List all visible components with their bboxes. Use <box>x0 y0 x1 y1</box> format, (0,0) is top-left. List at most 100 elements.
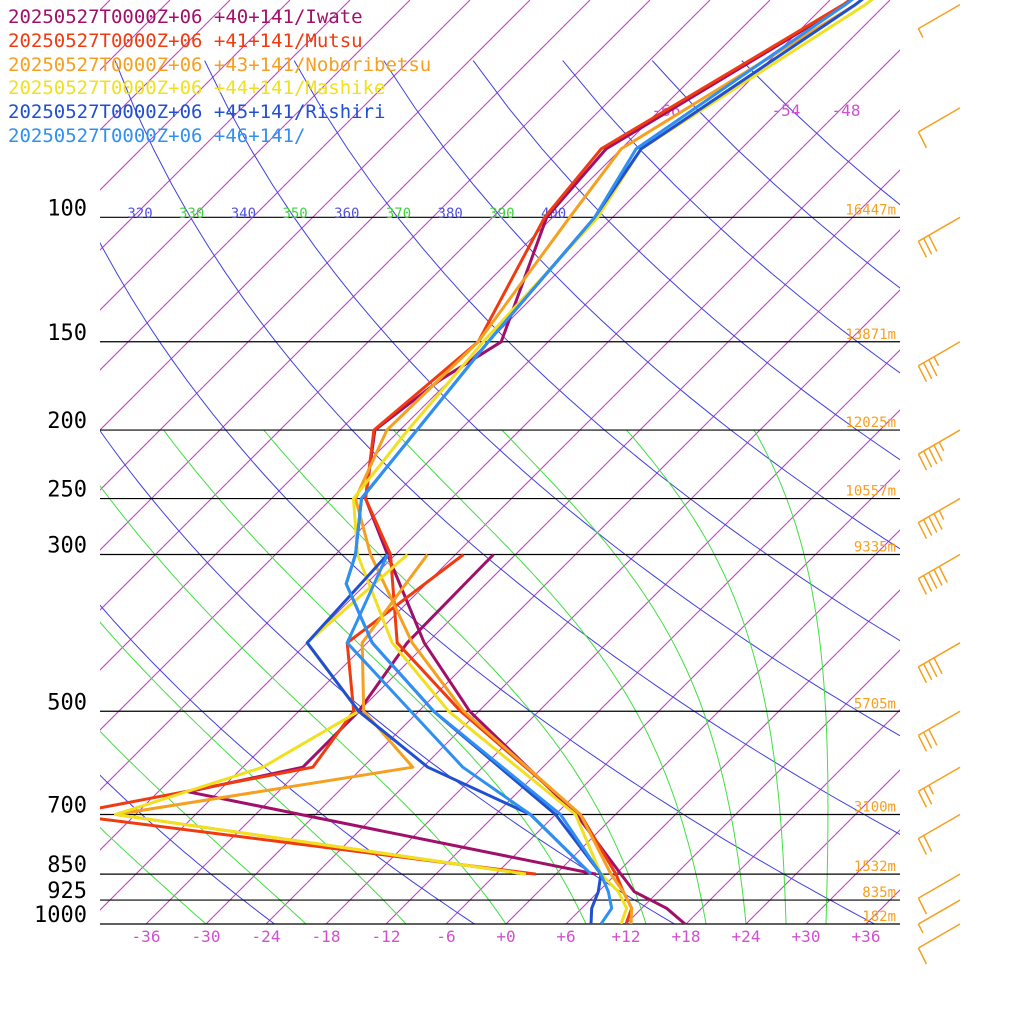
moist-adiabat-line <box>626 429 787 924</box>
theta-label: 350 <box>282 206 307 222</box>
temperature-tick-label: -30 <box>192 927 221 946</box>
wind-barb-flag <box>922 663 933 681</box>
wind-barb-flag <box>928 572 938 589</box>
isobar-lines <box>100 216 900 925</box>
wind-barb-flag <box>922 519 933 536</box>
theta-label: 340 <box>231 206 256 222</box>
temperature-tick-label: -12 <box>372 927 401 946</box>
isotherm-line <box>325 349 900 924</box>
wind-barb <box>917 766 961 808</box>
isotherm-line <box>100 0 531 431</box>
wind-barb-flag <box>933 356 940 367</box>
height-label: 9335m <box>854 540 896 556</box>
pressure-tick-label: 925 <box>47 879 87 904</box>
dry-adiabat-line <box>562 60 900 374</box>
wind-barb-staff <box>918 3 961 30</box>
wind-barb <box>917 710 961 752</box>
moist-adiabat-line <box>100 485 507 924</box>
isotherm-line <box>265 289 900 924</box>
wind-barb-flag <box>933 513 943 530</box>
isotherm-line <box>805 829 900 924</box>
isotherm-line <box>100 0 411 311</box>
wind-barb <box>917 873 961 915</box>
dry-adiabat-line <box>383 60 900 550</box>
wind-barb-flag <box>922 238 933 255</box>
wind-barb-flag <box>917 790 928 808</box>
isotherm-line <box>100 49 900 851</box>
pressure-tick-label: 200 <box>47 409 87 434</box>
wind-barb <box>917 107 961 149</box>
temperature-tick-label: +0 <box>496 927 515 946</box>
wind-barb-flag <box>928 516 938 533</box>
grid-lines <box>100 0 1024 924</box>
series-dewpoint-line <box>186 553 597 876</box>
temperature-tick-label: -36 <box>132 927 161 946</box>
series-temperature-line <box>354 0 864 924</box>
isotherm-line <box>100 109 900 911</box>
wind-barb-flag <box>938 566 948 583</box>
theta-label: 380 <box>438 206 463 222</box>
isotherm-line <box>100 0 471 371</box>
temperature-tick-label: +24 <box>732 927 761 946</box>
pressure-tick-label: 1000 <box>34 903 87 928</box>
wind-barb-flag <box>938 510 945 520</box>
isotherm-line <box>986 0 1024 924</box>
height-label: 12025m <box>845 415 896 431</box>
moist-adiabat-line <box>263 429 647 924</box>
dry-adiabat-line <box>651 60 900 289</box>
height-label: 182m <box>862 909 896 925</box>
moist-adiabat-line <box>100 621 407 924</box>
pressure-tick-label: 850 <box>47 853 87 878</box>
wind-barb-flag <box>917 838 928 855</box>
wind-barb-staff <box>918 813 961 840</box>
height-label: 16447m <box>845 202 896 218</box>
isotherm-line <box>100 0 711 611</box>
wind-barb <box>917 923 961 965</box>
series-temperature-line <box>364 0 853 924</box>
wind-barb-flag <box>922 362 933 380</box>
isotherm-line <box>100 0 351 251</box>
wind-barb <box>917 497 961 539</box>
isotherm-line <box>926 0 1024 924</box>
dry-adiabat-line <box>204 60 900 737</box>
wind-barb <box>917 341 961 383</box>
dry-adiabat-line <box>472 60 900 461</box>
temperature-tick-label: +30 <box>792 927 821 946</box>
wind-barb-flag <box>917 241 928 258</box>
series-temperature-line <box>344 0 854 924</box>
height-label: 13871m <box>845 327 896 343</box>
wind-barb-staff <box>918 873 961 899</box>
wind-barb <box>917 813 961 855</box>
wind-barb-flag <box>928 660 938 678</box>
height-label: 835m <box>862 885 896 901</box>
wind-barb-flag <box>922 787 933 805</box>
wind-barbs <box>917 3 961 965</box>
wind-barb-flag <box>928 447 938 465</box>
wind-barb-flag <box>917 522 928 539</box>
legend: 20250527T0000Z+06 +40+141/Iwate 20250527… <box>8 6 431 149</box>
pressure-tick-label: 150 <box>47 321 87 346</box>
upper-temperature-label: -48 <box>832 101 861 120</box>
series-dewpoint-line <box>114 553 527 876</box>
moist-adiabat-line <box>100 730 307 924</box>
wind-barb <box>917 216 961 258</box>
wind-barb-flag <box>917 131 928 149</box>
temperature-tick-label: +12 <box>612 927 641 946</box>
height-label: 3100m <box>854 800 896 816</box>
wind-barb-flag <box>928 728 938 746</box>
height-label: 5705m <box>854 696 896 712</box>
wind-barb-flag <box>917 453 928 471</box>
pressure-tick-label: 700 <box>47 794 87 819</box>
temperature-tick-label: +6 <box>556 927 575 946</box>
wind-barb <box>917 642 961 684</box>
upper-temperature-label: -54 <box>772 101 801 120</box>
wind-barb-flag <box>917 365 928 383</box>
wind-barb-flag <box>917 28 924 38</box>
series-dewpoint-line <box>345 553 592 876</box>
isotherm-line <box>505 529 900 924</box>
wind-barb-flag <box>933 444 943 462</box>
wind-barb <box>917 3 961 38</box>
wind-barb-staff <box>918 216 961 242</box>
